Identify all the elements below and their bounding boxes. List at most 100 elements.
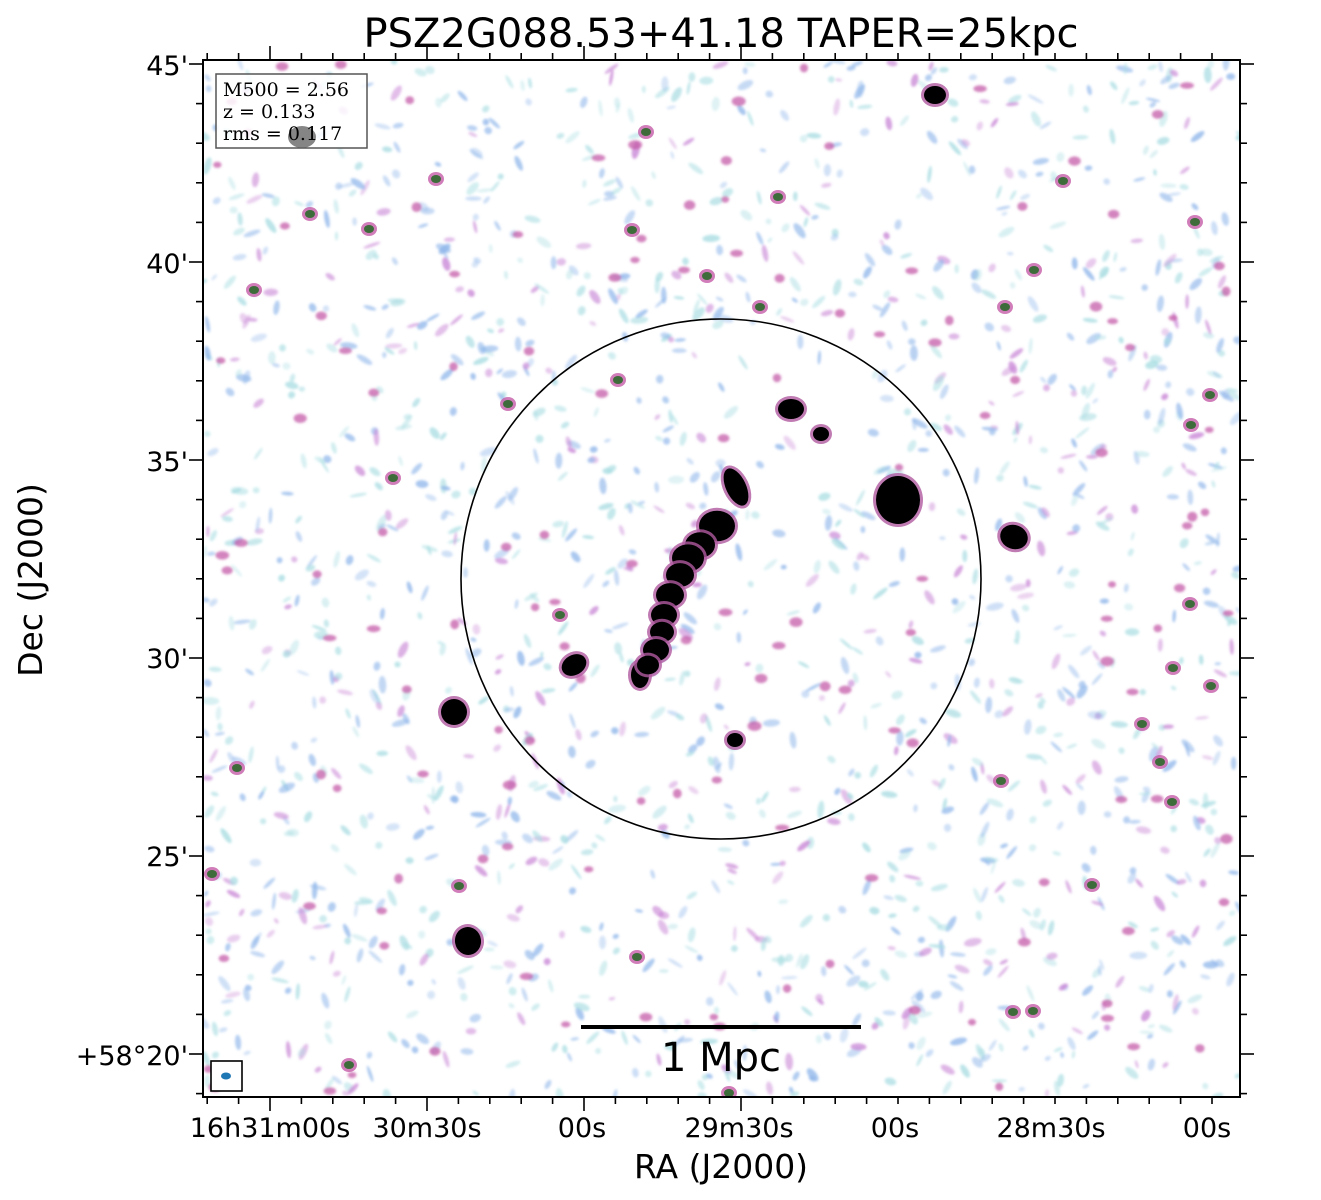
noise-blob	[268, 351, 276, 365]
noise-blob	[1189, 278, 1203, 291]
noise-blob	[793, 223, 806, 239]
noise-blob	[1202, 587, 1211, 595]
noise-blob	[505, 491, 515, 505]
noise-blob	[1099, 630, 1107, 637]
noise-blob	[354, 465, 366, 477]
noise-blob	[1172, 994, 1179, 1011]
noise-blob	[652, 805, 667, 819]
noise-blob	[858, 980, 869, 988]
noise-blob	[718, 382, 725, 392]
noise-blob	[428, 910, 440, 923]
faint-source	[636, 234, 647, 243]
noise-blob	[1047, 920, 1055, 936]
noise-blob	[926, 130, 938, 144]
faint-source	[221, 566, 233, 575]
radio-source	[361, 222, 377, 236]
noise-blob	[230, 486, 249, 495]
noise-blob	[354, 903, 358, 918]
noise-blob	[1053, 732, 1064, 738]
noise-blob	[375, 701, 383, 710]
noise-blob	[369, 467, 381, 477]
noise-blob	[363, 305, 377, 311]
noise-blob	[355, 714, 360, 728]
noise-blob	[1229, 638, 1234, 655]
noise-blob	[379, 608, 385, 620]
noise-blob	[1017, 592, 1034, 600]
noise-blob	[814, 202, 831, 210]
noise-blob	[788, 1086, 794, 1094]
noise-blob	[397, 641, 409, 658]
noise-blob	[660, 332, 671, 339]
noise-blob	[391, 257, 398, 266]
noise-blob	[352, 217, 357, 226]
noise-blob	[860, 526, 866, 534]
noise-blob	[427, 545, 432, 556]
noise-blob	[1191, 925, 1200, 938]
noise-blob	[898, 850, 911, 861]
noise-blob	[1150, 927, 1160, 932]
noise-blob	[632, 1034, 641, 1044]
noise-blob	[544, 1079, 552, 1090]
noise-blob	[1086, 333, 1101, 345]
x-tick-label: 16h31m00s	[190, 1113, 351, 1144]
noise-blob	[273, 812, 289, 820]
noise-blob	[406, 1010, 419, 1019]
noise-blob	[598, 99, 603, 117]
noise-blob	[260, 658, 270, 672]
faint-source	[500, 542, 512, 552]
noise-blob	[603, 179, 616, 187]
noise-blob	[228, 615, 235, 631]
noise-blob	[638, 785, 651, 796]
faint-source	[799, 63, 809, 73]
faint-source	[1102, 999, 1113, 1008]
noise-blob	[1008, 361, 1018, 374]
noise-blob	[469, 1013, 482, 1023]
noise-blob	[617, 558, 628, 569]
noise-blob	[505, 75, 514, 89]
noise-blob	[1022, 1045, 1029, 1051]
noise-blob	[677, 1037, 693, 1043]
faint-source	[1095, 448, 1108, 458]
noise-blob	[764, 990, 772, 1004]
noise-blob	[696, 954, 703, 961]
noise-blob	[229, 206, 238, 214]
noise-blob	[1163, 337, 1171, 345]
noise-blob	[203, 697, 220, 705]
faint-source	[754, 673, 768, 684]
noise-blob	[345, 708, 351, 719]
noise-blob	[1205, 319, 1212, 335]
noise-blob	[1139, 688, 1146, 696]
noise-blob	[248, 746, 254, 764]
noise-blob	[968, 658, 976, 667]
noise-blob	[1057, 467, 1065, 474]
noise-blob	[731, 945, 738, 952]
noise-blob	[862, 879, 871, 896]
noise-blob	[417, 612, 423, 620]
noise-blob	[787, 810, 802, 819]
noise-blob	[387, 298, 403, 304]
noise-blob	[604, 629, 613, 633]
noise-blob	[1121, 87, 1130, 105]
noise-blob	[635, 309, 648, 319]
noise-blob	[1135, 878, 1144, 888]
noise-blob	[828, 60, 846, 65]
noise-blob	[835, 519, 842, 527]
noise-blob	[208, 666, 222, 672]
noise-blob	[460, 461, 465, 471]
noise-blob	[960, 534, 968, 540]
noise-blob	[948, 333, 960, 340]
noise-blob	[608, 804, 627, 813]
radio-source	[204, 867, 220, 881]
noise-blob	[508, 1003, 515, 1009]
noise-blob	[1067, 1036, 1076, 1051]
noise-blob	[1134, 1060, 1139, 1069]
noise-blob	[1068, 83, 1074, 97]
noise-blob	[1079, 460, 1088, 472]
noise-blob	[528, 657, 544, 666]
faint-source	[368, 388, 380, 397]
noise-blob	[1211, 221, 1218, 236]
noise-blob	[983, 959, 993, 966]
noise-blob	[460, 993, 468, 1002]
noise-blob	[848, 768, 855, 777]
noise-blob	[968, 165, 976, 174]
